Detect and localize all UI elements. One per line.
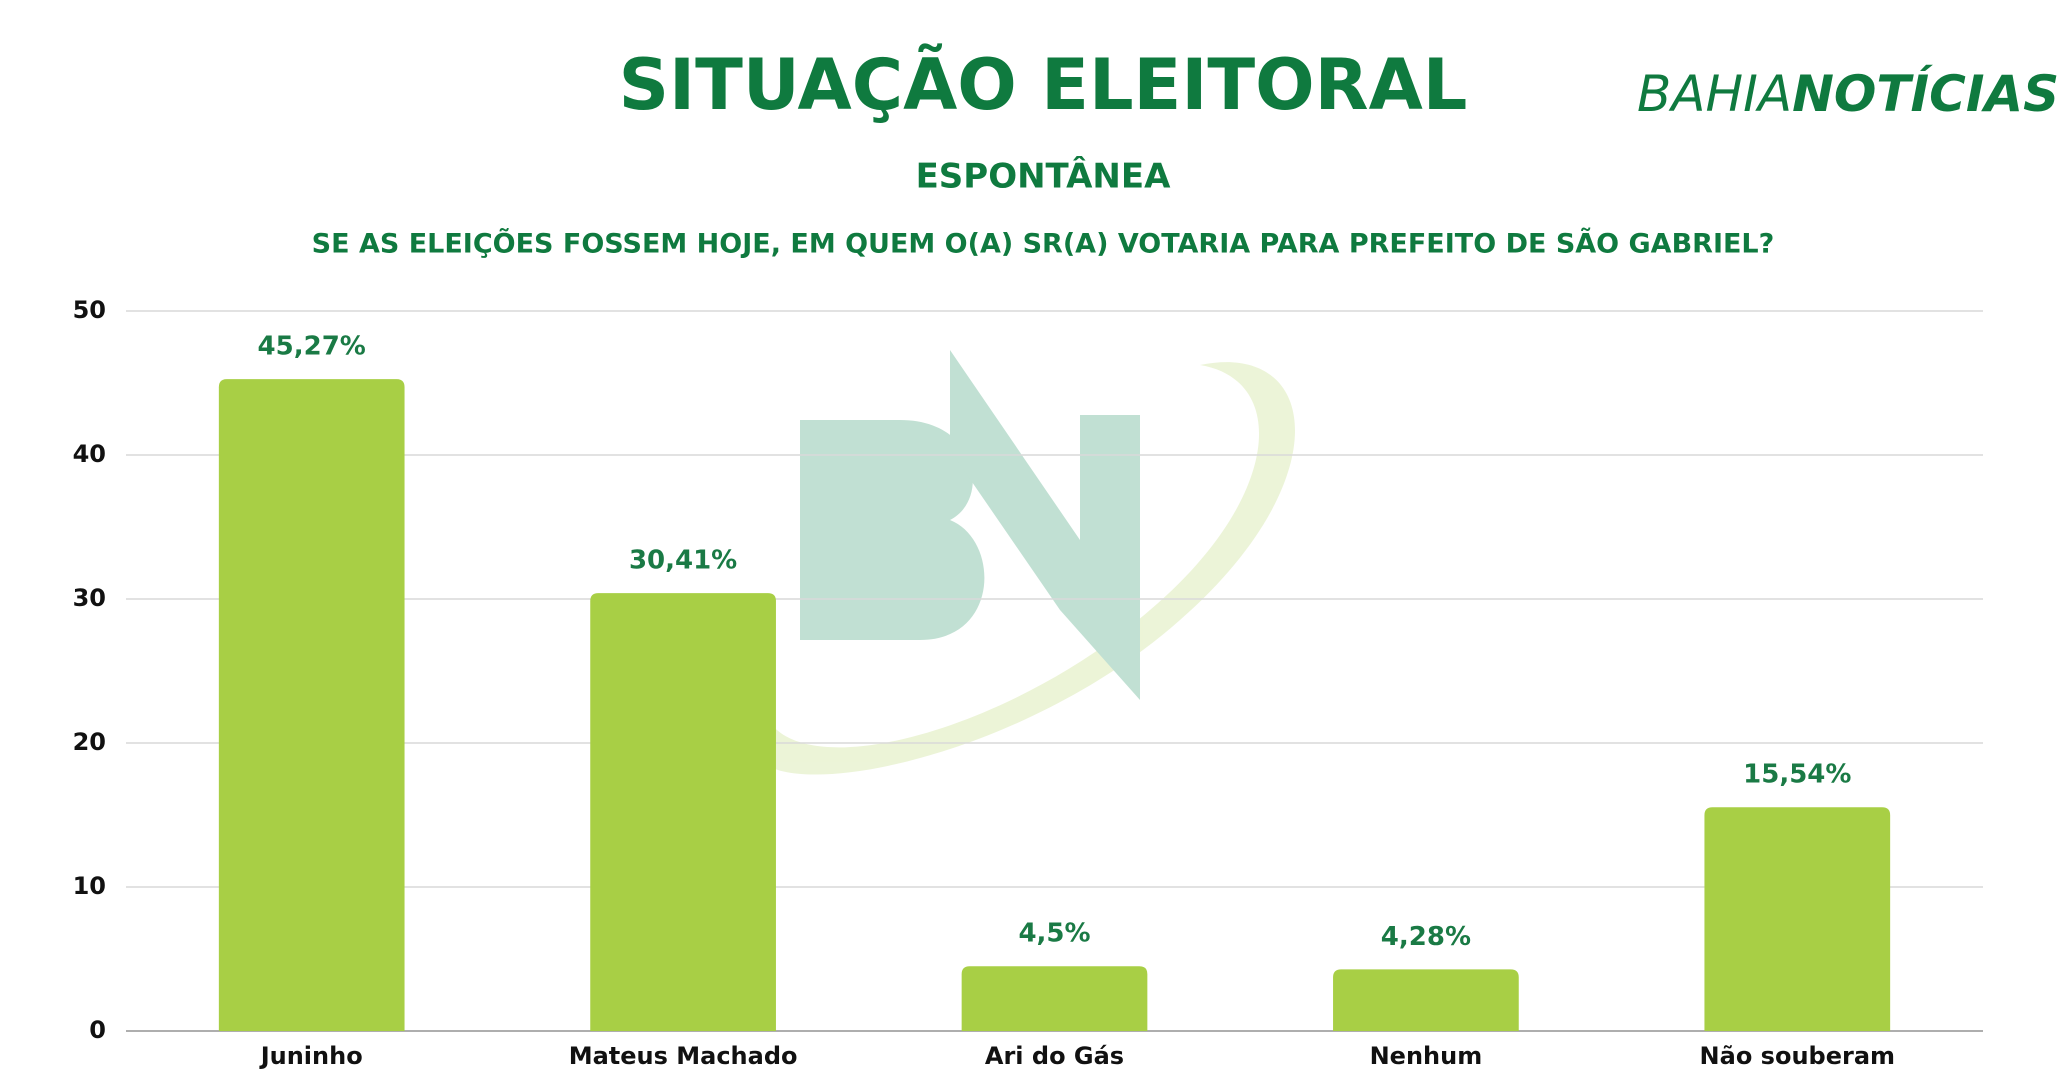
bar: [961, 966, 1148, 1031]
x-tick-label: Juninho: [259, 1042, 363, 1070]
y-tick-label: 40: [73, 440, 106, 468]
value-label: 45,27%: [258, 332, 366, 362]
y-tick-label: 30: [73, 584, 106, 612]
logo: BAHIANOTÍCIAS: [1637, 64, 2057, 123]
x-tick-label: Ari do Gás: [985, 1042, 1124, 1070]
y-tick-label: 10: [73, 872, 106, 900]
bar: [218, 379, 405, 1031]
x-tick-label: Não souberam: [1700, 1042, 1895, 1070]
value-label: 4,28%: [1381, 922, 1471, 952]
bar: [590, 593, 776, 1031]
value-label: 4,5%: [1018, 919, 1090, 949]
y-tick-label: 0: [89, 1016, 106, 1044]
logo-bold: NOTÍCIAS: [1792, 64, 2057, 123]
bar: [1333, 969, 1519, 1031]
question: SE AS ELEIÇÕES FOSSEM HOJE, EM QUEM O(A)…: [312, 228, 1775, 260]
chart-subtitle: ESPONTÂNEA: [916, 156, 1172, 197]
logo-light: BAHIA: [1637, 65, 1792, 123]
y-tick-label: 20: [73, 728, 106, 756]
x-tick-label: Mateus Machado: [569, 1042, 798, 1070]
value-label: 30,41%: [629, 546, 737, 576]
chart-title: SITUAÇÃO ELEITORAL: [619, 44, 1468, 126]
value-label: 15,54%: [1743, 760, 1851, 790]
watermark: [752, 350, 1295, 775]
y-tick-label: 50: [73, 296, 106, 324]
x-tick-label: Nenhum: [1370, 1042, 1483, 1070]
bar: [1704, 807, 1891, 1031]
